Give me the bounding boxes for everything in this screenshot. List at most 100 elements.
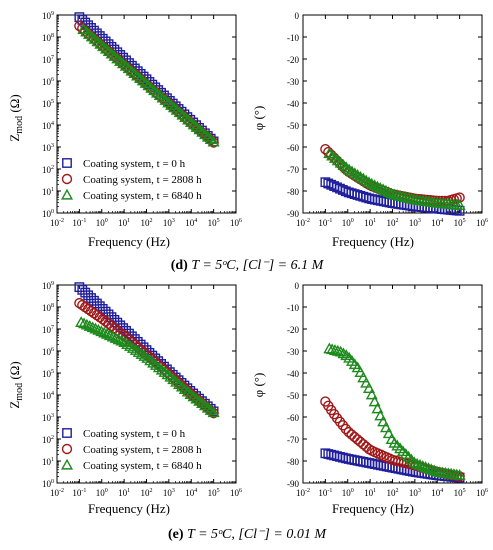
data-point — [331, 344, 344, 356]
x-axis-label: Frequency (Hz) — [88, 234, 170, 249]
panel-d-zmod: 10-2 10-1 100 101 102 103 104 105 106 100 101 102 10… — [7, 11, 242, 249]
data-point — [89, 295, 99, 306]
data-point — [331, 413, 343, 424]
x-tick-label: 101 — [364, 218, 376, 228]
x-tick-label: 101 — [364, 488, 376, 498]
data-point — [425, 463, 438, 475]
data-point — [422, 462, 435, 474]
plot-area: 10-2 10-1 100 101 102 103 104 105 106 100 101 102 10… — [42, 281, 242, 498]
caption-formula: T = 5ᵒC, [Cl⁻] = 6.1 M — [191, 258, 324, 273]
data-point — [83, 320, 96, 331]
y-tick-label: -90 — [287, 209, 299, 219]
x-tick-label: 102 — [387, 218, 399, 228]
y-tick-label: -80 — [287, 187, 299, 197]
panel-e-zmod: 10-2 10-1 100 101 102 103 104 105 106 100 101 102 10… — [7, 281, 242, 516]
y-tick-label: 107 — [42, 325, 54, 335]
y-tick-label: 105 — [42, 369, 54, 379]
x-tick-label: 10-1 — [318, 488, 332, 498]
data-point — [419, 461, 432, 472]
data-point — [80, 287, 91, 298]
y-tick-label: 107 — [42, 55, 54, 65]
x-tick-label: 106 — [230, 218, 242, 228]
y-tick-label: 103 — [42, 413, 54, 423]
data-point — [343, 163, 356, 175]
y-tick-label: -70 — [287, 165, 299, 175]
data-point — [345, 165, 358, 177]
legend-marker — [61, 443, 73, 455]
y-tick-label: 102 — [42, 165, 54, 175]
data-point — [95, 325, 108, 337]
data-point — [89, 322, 102, 334]
data-point — [374, 409, 387, 421]
data-markers — [320, 342, 466, 483]
y-axis-label: φ (°) — [251, 106, 266, 131]
x-tick-label: 101 — [118, 218, 130, 228]
data-point — [78, 317, 91, 329]
data-point — [334, 345, 347, 357]
y-tick-label: -40 — [287, 369, 299, 379]
plot-area: 10-2 10-1 100 101 102 103 104 105 106 -90 -80 -70 -6… — [287, 11, 488, 228]
data-point — [453, 469, 466, 480]
y-tick-label: 101 — [42, 187, 54, 197]
data-point — [334, 416, 346, 427]
y-tick-label: -30 — [287, 347, 299, 357]
data-point — [360, 376, 373, 388]
legend-label: Coating system, t = 6840 h — [83, 460, 202, 472]
data-point — [126, 342, 140, 353]
x-tick-label: 106 — [476, 488, 488, 498]
y-axis-label: Zmod (Ω) — [7, 94, 25, 141]
series-3 — [323, 147, 466, 210]
legend-marker — [61, 173, 73, 185]
panel-d-phase: 10-2 10-1 100 101 102 103 104 105 106 -90 -80 -70 -6… — [251, 11, 488, 249]
x-tick-label: 105 — [454, 218, 466, 228]
data-point — [354, 366, 367, 378]
y-tick-label: -60 — [287, 143, 299, 153]
y-tick-label: 101 — [42, 457, 54, 467]
data-point — [124, 340, 137, 351]
plot-area: 10-2 10-1 100 101 102 103 104 105 106 -90 -80 -70 -6… — [287, 281, 488, 498]
series-3 — [77, 23, 220, 147]
data-point — [371, 180, 384, 192]
data-point — [337, 347, 350, 359]
data-point — [109, 332, 122, 343]
x-tick-label: 103 — [163, 488, 175, 498]
data-point — [94, 301, 105, 312]
data-point — [379, 421, 392, 433]
x-tick-label: 102 — [141, 218, 153, 228]
caption-formula: T = 5ᵒC, [Cl⁻] = 0.01 M — [187, 527, 327, 542]
series-3 — [75, 316, 220, 418]
y-tick-label: 104 — [42, 121, 54, 131]
y-tick-label: -50 — [287, 391, 299, 401]
legend-label: Coating system, t = 2808 h — [83, 444, 202, 456]
data-point — [385, 187, 398, 199]
data-point — [453, 199, 466, 210]
data-point — [91, 298, 102, 309]
x-tick-label: 102 — [141, 488, 153, 498]
x-tick-label: 10-2 — [296, 218, 310, 228]
data-point — [362, 176, 375, 188]
legend-marker — [62, 158, 72, 168]
caption-e: (e) T = 5ᵒC, [Cl⁻] = 0.01 M — [168, 527, 327, 542]
x-tick-label: 104 — [431, 488, 443, 498]
data-point — [98, 326, 111, 338]
y-tick-label: -20 — [287, 325, 299, 335]
x-tick-label: 103 — [163, 218, 175, 228]
y-tick-label: -10 — [287, 33, 299, 43]
x-tick-label: 104 — [185, 218, 197, 228]
y-tick-label: -70 — [287, 435, 299, 445]
legend-marker — [62, 428, 72, 438]
legend-label: Coating system, t = 0 h — [83, 158, 186, 170]
data-point — [362, 382, 375, 394]
x-tick-label: 105 — [454, 488, 466, 498]
y-tick-label: 106 — [42, 77, 54, 87]
data-point — [374, 182, 387, 193]
y-tick-label: -30 — [287, 77, 299, 87]
x-tick-label: 10-2 — [50, 218, 64, 228]
x-tick-label: 101 — [118, 488, 130, 498]
x-tick-label: 105 — [208, 488, 220, 498]
x-axis-label: Frequency (Hz) — [332, 501, 414, 516]
data-point — [326, 343, 339, 355]
y-tick-label: -50 — [287, 121, 299, 131]
x-tick-label: 104 — [185, 488, 197, 498]
y-tick-label: 109 — [42, 11, 54, 21]
